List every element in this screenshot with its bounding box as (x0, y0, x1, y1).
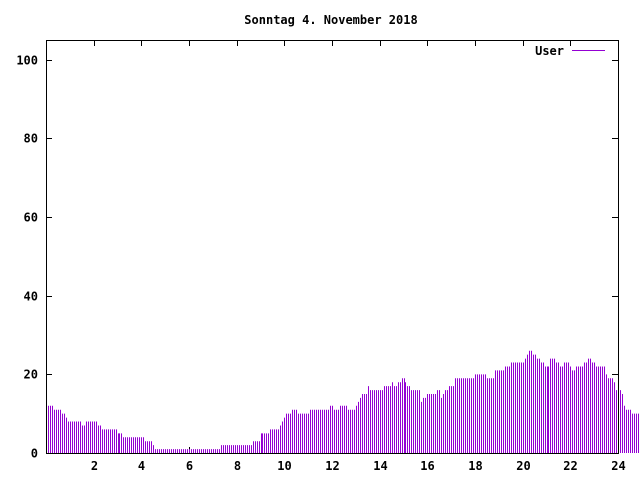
y-tick-label-60: 60 (24, 211, 38, 225)
x-tick-label-6: 6 (186, 459, 193, 473)
x-tick-label-10: 10 (277, 459, 291, 473)
y-tick-label-20: 20 (24, 368, 38, 382)
y-tick-label-0: 0 (31, 447, 38, 461)
x-tick-label-22: 22 (563, 459, 577, 473)
x-tick-label-20: 20 (516, 459, 530, 473)
x-tick-label-14: 14 (373, 459, 387, 473)
legend-label-user: User (535, 44, 564, 58)
x-axis: 2 4 6 8 10 12 14 16 18 20 22 24 (91, 40, 626, 473)
x-tick-label-8: 8 (234, 459, 241, 473)
x-tick-label-24: 24 (611, 459, 625, 473)
y-axis: 0 20 40 60 80 100 (16, 54, 618, 461)
bars-series-user (46, 350, 639, 453)
y-tick-label-100: 100 (16, 54, 38, 68)
plot-frame (46, 40, 619, 454)
x-tick-label-12: 12 (325, 459, 339, 473)
x-tick-label-16: 16 (420, 459, 434, 473)
chart-title: Sonntag 4. November 2018 (244, 13, 417, 27)
x-tick-label-2: 2 (91, 459, 98, 473)
y-tick-label-40: 40 (24, 290, 38, 304)
y-tick-label-80: 80 (24, 132, 38, 146)
x-tick-label-4: 4 (138, 459, 145, 473)
x-tick-label-18: 18 (468, 459, 482, 473)
legend: User (535, 44, 605, 58)
